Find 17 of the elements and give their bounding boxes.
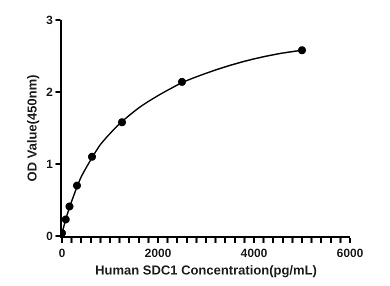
y-tick-label: 2 — [46, 85, 54, 100]
y-axis-title: OD Value(450nm) — [24, 74, 40, 182]
point — [118, 118, 126, 126]
point — [62, 215, 70, 224]
point — [178, 78, 186, 86]
x-tick-label: 4000 — [240, 246, 268, 260]
y-tick-label: 3 — [46, 13, 54, 28]
x-tick-label: 0 — [58, 246, 66, 260]
x-tick-label: 2000 — [144, 246, 172, 260]
y-tick-label: 0 — [46, 229, 54, 244]
point — [298, 46, 306, 54]
point — [88, 152, 96, 161]
point — [72, 182, 81, 190]
x-axis-title: Human SDC1 Concentration(pg/mL) — [95, 262, 317, 278]
point — [65, 202, 74, 210]
x-tick-label: 6000 — [336, 246, 364, 260]
y-tick-label: 1 — [46, 157, 54, 172]
